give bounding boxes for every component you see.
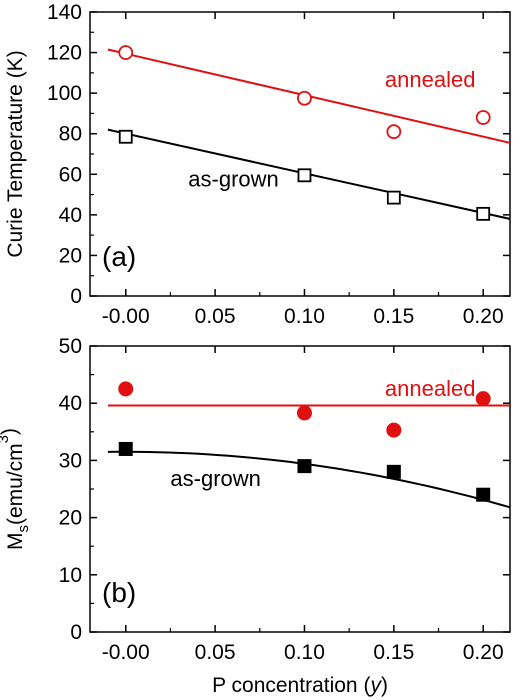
y-tick-label: 30 — [59, 449, 82, 472]
y-tick-label: 50 — [59, 335, 82, 358]
y-axis-label-part: 3 — [0, 435, 12, 443]
panel-label: (a) — [102, 241, 136, 272]
series-label-annealed: annealed — [385, 376, 476, 401]
x-tick-label: -0.00 — [102, 305, 150, 328]
data-point-annealed — [386, 422, 402, 438]
plot-frame — [89, 11, 511, 297]
series-label-annealed: annealed — [385, 67, 476, 92]
y-tick-label: 80 — [59, 123, 82, 146]
data-point-as_grown — [297, 168, 312, 183]
x-axis-label-part: ) — [381, 674, 388, 697]
data-point-annealed — [297, 90, 312, 106]
data-point-annealed — [118, 381, 134, 397]
panel-a-curie-temperature: -0.00 0.05 0.10 0.15 0.20 0 20 40 60 80 100 120 140 C… — [4, 1, 511, 328]
y-tick-label: 40 — [59, 204, 82, 227]
x-tick-label: 0.10 — [284, 641, 325, 664]
y-axis-label-part: s — [15, 525, 32, 533]
y-axis-label: Ms(emu/cm3) — [0, 428, 32, 550]
x-axis-label: P concentration (y) — [212, 674, 388, 697]
data-point-as_grown — [476, 206, 491, 221]
data-point-as_grown — [476, 487, 491, 502]
data-point-as_grown — [297, 459, 312, 474]
y-axis-label-part: ) — [0, 428, 21, 435]
y-tick-label: 20 — [59, 507, 82, 530]
y-axis-label-part: M — [4, 533, 27, 551]
data-point-as_grown — [386, 464, 401, 479]
y-tick-label: 0 — [70, 285, 82, 308]
y-tick-label: 20 — [59, 244, 82, 267]
y-tick-label: 120 — [47, 42, 82, 65]
y-tick-label: 0 — [70, 621, 82, 644]
data-point-annealed — [475, 391, 491, 407]
y-tick-label: 100 — [47, 82, 82, 105]
x-tick-label: 0.05 — [195, 641, 236, 664]
data-point-as_grown — [118, 129, 133, 144]
series-label-as_grown: as-grown — [170, 466, 260, 491]
data-point-annealed — [296, 405, 312, 421]
x-tick-label: -0.00 — [102, 641, 150, 664]
y-tick-label: 140 — [47, 1, 82, 24]
y-axis-label: Curie Temperature (K) — [4, 50, 27, 257]
panel-b-saturation-magnetization: -0.00 0.05 0.10 0.15 0.20 0 10 20 30 40 50 Ms(emu/c… — [0, 335, 511, 697]
data-point-as_grown — [118, 441, 133, 456]
x-tick-label: 0.20 — [463, 305, 504, 328]
data-point-annealed — [118, 45, 134, 60]
x-tick-label: 0.15 — [373, 305, 414, 328]
x-tick-label: 0.15 — [373, 641, 414, 664]
y-tick-label: 10 — [59, 564, 82, 587]
x-axis-label-variable: y — [368, 674, 382, 697]
y-tick-label: 60 — [59, 163, 82, 186]
x-axis-label-part: P concentration ( — [212, 674, 370, 697]
x-tick-label: 0.10 — [284, 305, 325, 328]
panel-label: (b) — [102, 577, 136, 608]
x-tick-label: 0.20 — [463, 641, 504, 664]
data-point-annealed — [386, 124, 402, 140]
y-tick-label: 40 — [59, 392, 82, 415]
y-axis-label-part: (emu/cm — [4, 443, 27, 525]
data-point-annealed — [475, 110, 491, 125]
data-point-as_grown — [386, 190, 401, 205]
series-label-as_grown: as-grown — [188, 166, 278, 191]
x-tick-label: 0.05 — [195, 305, 236, 328]
